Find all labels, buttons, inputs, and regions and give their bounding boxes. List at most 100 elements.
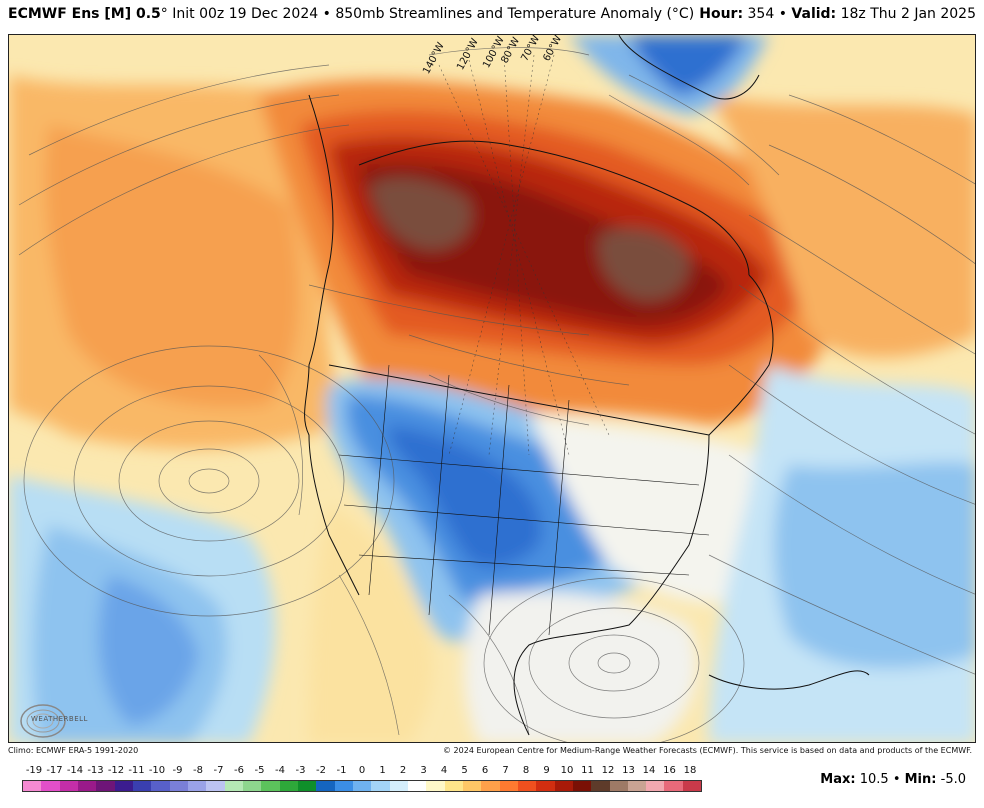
legend-label: 7: [502, 765, 509, 776]
legend-label: -14: [66, 765, 84, 776]
anomaly-fill: [9, 35, 975, 742]
init-time: Init 00z 19 Dec 2024: [172, 6, 319, 22]
legend-label: 10: [560, 765, 574, 776]
meridians: [438, 54, 610, 456]
hour-value: 354: [747, 6, 775, 22]
valid-value: 18z Thu 2 Jan 2025: [840, 6, 976, 22]
legend-swatch: [444, 781, 463, 791]
legend-swatch: [114, 781, 133, 791]
legend-swatch: [151, 781, 170, 791]
legend-label: 8: [522, 765, 530, 776]
legend-swatch: [371, 781, 390, 791]
climo-note: Climo: ECMWF ERA-5 1991-2020: [8, 746, 139, 755]
legend-swatch: [132, 781, 152, 791]
west-coast: [304, 94, 360, 596]
streamlines: [18, 47, 975, 742]
valid-time-info: Hour: 354 • Valid: 18z Thu 2 Jan 2025: [699, 6, 976, 22]
legend-swatch: [96, 781, 115, 791]
min-value: -5.0: [940, 772, 966, 787]
max-min-readout: Max: 10.5 • Min: -5.0: [820, 772, 966, 787]
legend-label: -6: [234, 765, 244, 776]
legend-label: -10: [148, 765, 166, 776]
legend-swatch: [169, 781, 188, 791]
legend-label: -3: [295, 765, 306, 776]
caribbean-islands: [708, 670, 870, 690]
state-lines: [368, 364, 570, 636]
legend-label: 14: [642, 765, 656, 776]
legend-swatch: [352, 781, 372, 791]
legend-swatch: [517, 781, 537, 791]
map-panel: 140°W 120°W 100°W 80°W 70°W 60°W WEATHER…: [8, 34, 976, 743]
legend-swatch: [554, 781, 573, 791]
legend-label: -9: [172, 765, 183, 776]
coastlines-and-borders: [304, 35, 870, 736]
legend-label: -12: [107, 765, 125, 776]
legend-label: 5: [461, 765, 468, 776]
legend-swatch: [646, 781, 665, 791]
max-value: 10.5: [859, 772, 889, 787]
legend-label: 4: [440, 765, 448, 776]
legend-swatch: [224, 781, 243, 791]
legend-label: -5: [254, 765, 265, 776]
legend-swatch: [499, 781, 518, 791]
min-label: Min:: [904, 772, 937, 787]
legend-swatch: [591, 781, 610, 791]
valid-label: Valid:: [791, 6, 837, 22]
weatherbell-logo: [20, 704, 66, 738]
legend-swatch: [572, 781, 592, 791]
legend-swatch: [23, 781, 42, 791]
legend-swatch: [481, 781, 500, 791]
legend-swatch: [242, 781, 262, 791]
legend-label: -17: [46, 765, 63, 776]
legend-label: 18: [683, 765, 697, 776]
product-name: 850mb Streamlines and Temperature Anomal…: [335, 6, 695, 22]
legend-label: -4: [275, 765, 285, 776]
legend-label: -2: [316, 765, 326, 776]
legend-swatch: [426, 781, 445, 791]
legend-swatch: [41, 781, 60, 791]
legend-label: 9: [543, 765, 550, 776]
model-name: ECMWF Ens [M] 0.5: [8, 6, 161, 22]
legend-label: -1: [336, 765, 347, 776]
legend-label: 2: [399, 765, 407, 776]
logo-text: WEATHERBELL: [31, 715, 88, 723]
legend-swatch: [609, 781, 628, 791]
legend-swatch: [206, 781, 225, 791]
legend-swatch: [407, 781, 427, 791]
legend-swatch: [59, 781, 78, 791]
legend-label: 0: [358, 765, 366, 776]
legend-label: -7: [213, 765, 224, 776]
legend-label: -8: [193, 765, 203, 776]
max-label: Max:: [820, 772, 856, 787]
legend-swatch: [261, 781, 280, 791]
legend-swatch: [462, 781, 482, 791]
legend-swatch: [334, 781, 353, 791]
legend-swatch: [297, 781, 317, 791]
copyright-note: © 2024 European Centre for Medium-Range …: [443, 746, 972, 755]
legend-swatch: [316, 781, 335, 791]
state-lines-horizontal: [338, 454, 710, 576]
anomaly-map: [9, 35, 975, 742]
greenland-coast: [618, 35, 760, 100]
legend-swatch: [664, 781, 683, 791]
legend-labels: -19 -17 -14 -13 -12 -11 -10 -9 -8 -7 -6 -5 -4 -3 -2 -1 0…: [22, 765, 702, 777]
legend-label: 3: [420, 765, 427, 776]
hour-label: Hour:: [699, 6, 744, 22]
legend-label: 6: [481, 765, 489, 776]
arctic-coast: [358, 140, 750, 276]
legend-label: -11: [128, 765, 145, 776]
color-legend: [22, 780, 702, 792]
legend-swatch: [77, 781, 97, 791]
legend-swatch: [536, 781, 555, 791]
legend-label: 12: [601, 765, 615, 776]
legend-swatch: [627, 781, 647, 791]
legend-swatch: [682, 781, 702, 791]
legend-label: -13: [87, 765, 104, 776]
northeast-coast: [708, 274, 774, 436]
legend-label: 11: [581, 765, 594, 776]
legend-label: -19: [25, 765, 43, 776]
map-title: ECMWF Ens [M] 0.5° Init 00z 19 Dec 2024 …: [8, 6, 695, 22]
legend-swatch: [389, 781, 408, 791]
southeast-gulf-coast: [513, 434, 710, 736]
legend-label: 16: [663, 765, 676, 776]
